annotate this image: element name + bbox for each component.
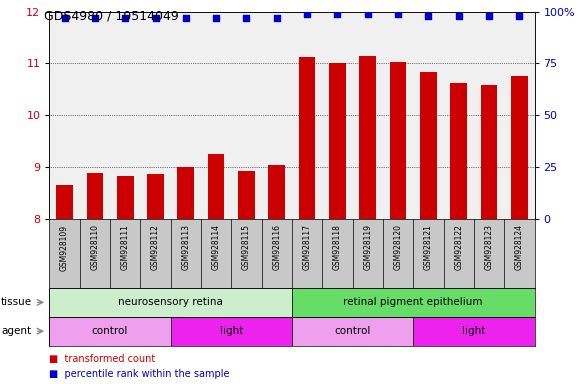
Point <box>60 15 69 21</box>
Bar <box>238 171 255 219</box>
Point <box>454 13 464 19</box>
Bar <box>171 317 292 346</box>
Bar <box>147 174 164 219</box>
Point <box>181 15 191 21</box>
Bar <box>87 173 103 219</box>
Text: tissue: tissue <box>1 297 33 308</box>
Text: GSM928112: GSM928112 <box>151 224 160 270</box>
Text: ■  transformed count: ■ transformed count <box>49 354 156 364</box>
Text: agent: agent <box>1 326 31 336</box>
Bar <box>420 72 437 219</box>
Text: GDS4980 / 10514049: GDS4980 / 10514049 <box>44 10 178 23</box>
Text: GSM928124: GSM928124 <box>515 224 524 270</box>
Point <box>303 10 312 17</box>
Text: ■  percentile rank within the sample: ■ percentile rank within the sample <box>49 369 230 379</box>
Bar <box>360 56 376 219</box>
Bar <box>268 165 285 219</box>
Text: control: control <box>92 326 128 336</box>
Text: light: light <box>220 326 243 336</box>
Text: GSM928111: GSM928111 <box>121 224 130 270</box>
Text: retinal pigment epithelium: retinal pigment epithelium <box>343 297 483 308</box>
Bar <box>292 317 413 346</box>
Point <box>211 15 221 21</box>
Point <box>333 10 342 17</box>
Bar <box>177 167 194 219</box>
Point <box>151 15 160 21</box>
Text: control: control <box>335 326 371 336</box>
Point <box>90 15 99 21</box>
Point <box>424 13 433 19</box>
Bar <box>49 288 292 317</box>
Point <box>242 15 251 21</box>
Bar <box>49 317 171 346</box>
Text: GSM928113: GSM928113 <box>181 224 191 270</box>
Point <box>363 10 372 17</box>
Text: GSM928109: GSM928109 <box>60 224 69 271</box>
Text: light: light <box>462 326 486 336</box>
Point <box>515 13 524 19</box>
Text: GSM928119: GSM928119 <box>363 224 372 270</box>
Text: GSM928120: GSM928120 <box>393 224 403 270</box>
Text: GSM928121: GSM928121 <box>424 224 433 270</box>
Bar <box>299 57 315 219</box>
Bar <box>480 85 497 219</box>
Bar <box>511 76 528 219</box>
Text: GSM928123: GSM928123 <box>485 224 493 270</box>
Point <box>485 13 494 19</box>
Text: GSM928122: GSM928122 <box>454 224 463 270</box>
Text: GSM928110: GSM928110 <box>91 224 99 270</box>
Point <box>120 15 130 21</box>
Text: neurosensory retina: neurosensory retina <box>118 297 223 308</box>
Bar <box>450 83 467 219</box>
Text: GSM928118: GSM928118 <box>333 224 342 270</box>
Bar <box>208 154 224 219</box>
Point <box>393 10 403 17</box>
Bar <box>292 288 535 317</box>
Text: GSM928116: GSM928116 <box>272 224 281 270</box>
Bar <box>413 317 535 346</box>
Text: GSM928115: GSM928115 <box>242 224 251 270</box>
Text: GSM928114: GSM928114 <box>211 224 221 270</box>
Text: GSM928117: GSM928117 <box>303 224 311 270</box>
Bar <box>56 185 73 219</box>
Bar <box>329 63 346 219</box>
Bar <box>117 176 134 219</box>
Point <box>272 15 281 21</box>
Bar <box>390 62 407 219</box>
